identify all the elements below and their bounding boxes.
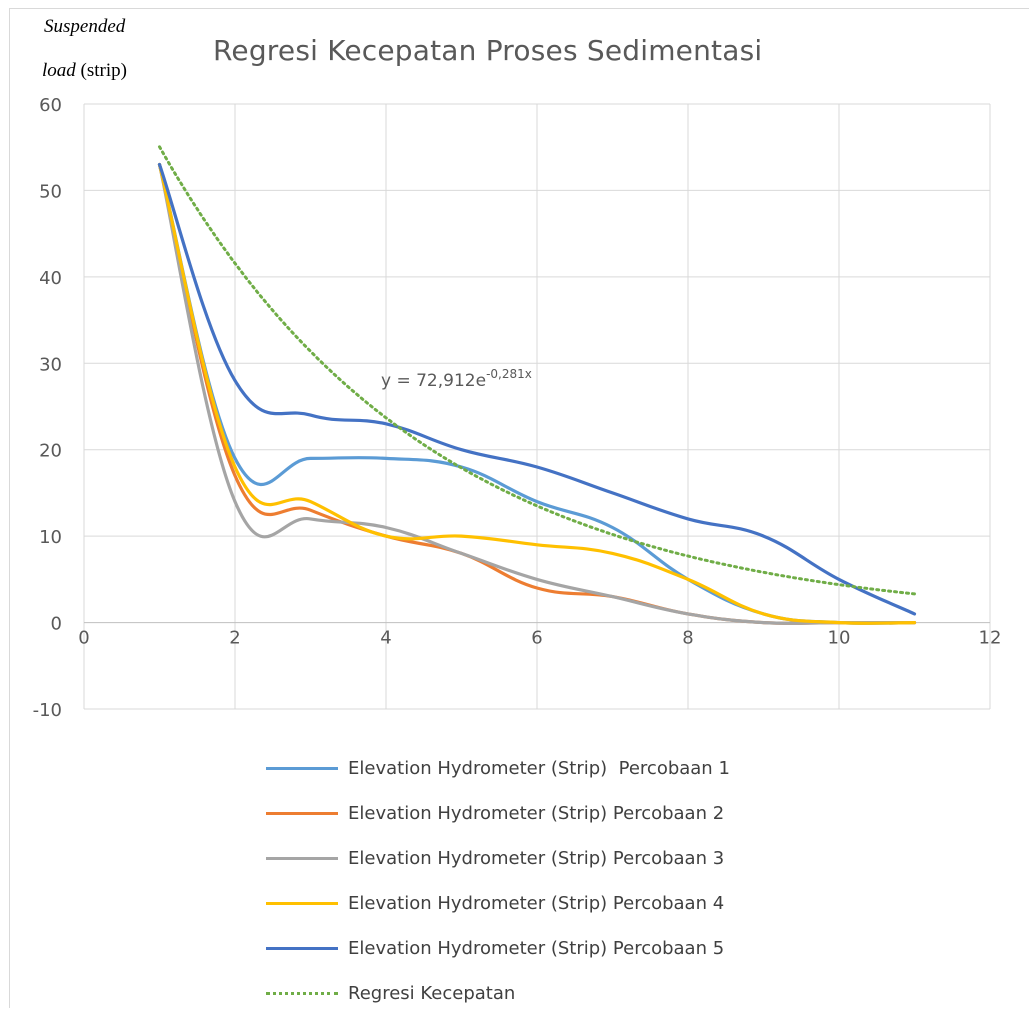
- x-tick-label: 0: [78, 628, 89, 649]
- legend-item: Regresi Kecepatan: [266, 971, 730, 1016]
- y-tick-label: 20: [39, 441, 62, 462]
- legend-swatch: [266, 902, 338, 905]
- legend-swatch: [266, 812, 338, 815]
- chart-title: Regresi Kecepatan Proses Sedimentasi: [213, 34, 763, 67]
- chart-legend: Elevation Hydrometer (Strip) Percobaan 1…: [266, 746, 730, 1016]
- trendline-equation: y = 72,912e-0,281x: [381, 367, 532, 391]
- y-tick-label: -10: [33, 700, 62, 721]
- y-tick-label: 30: [39, 354, 62, 375]
- legend-swatch: [266, 857, 338, 860]
- series-line-percobaan-3: [157, 162, 917, 625]
- legend-swatch: [266, 947, 338, 950]
- y-axis-label-rest: (strip): [75, 60, 127, 81]
- x-tick-label: 10: [828, 628, 851, 649]
- series-line-percobaan-5: [157, 162, 917, 616]
- legend-label: Elevation Hydrometer (Strip) Percobaan 5: [348, 938, 725, 959]
- legend-label: Elevation Hydrometer (Strip) Percobaan 4: [348, 893, 725, 914]
- series-line-percobaan-4: [157, 162, 917, 625]
- legend-label: Elevation Hydrometer (Strip) Percobaan 1: [348, 758, 730, 779]
- x-tick-label: 8: [682, 628, 693, 649]
- legend-item: Elevation Hydrometer (Strip) Percobaan 4: [266, 881, 730, 926]
- legend-item: Elevation Hydrometer (Strip) Percobaan 3: [266, 836, 730, 881]
- x-tick-label: 2: [229, 628, 240, 649]
- x-tick-label: 12: [979, 628, 1002, 649]
- chart-frame: [9, 8, 1029, 1008]
- trendline-equation-base: y = 72,912e: [381, 371, 486, 391]
- y-tick-label: 60: [39, 95, 62, 116]
- legend-swatch: [266, 767, 338, 770]
- legend-swatch: [266, 992, 338, 995]
- y-axis-label-line1: Suspended: [44, 16, 126, 37]
- plot-area: -10 0 10 20 30 40 50 60 0 2 4 6 8 10 12 y = 72,912e-0,2…: [33, 95, 1002, 721]
- trendline-regresi-kecepatan: [158, 145, 916, 596]
- y-axis-label-italic: load: [42, 60, 76, 81]
- x-tick-label: 6: [531, 628, 542, 649]
- legend-item: Elevation Hydrometer (Strip) Percobaan 1: [266, 746, 730, 791]
- legend-item: Elevation Hydrometer (Strip) Percobaan 5: [266, 926, 730, 971]
- y-tick-label: 50: [39, 181, 62, 202]
- trendline-equation-exponent: -0,281x: [486, 367, 532, 381]
- y-axis-label-line2: load (strip): [42, 60, 127, 82]
- legend-item: Elevation Hydrometer (Strip) Percobaan 2: [266, 791, 730, 836]
- y-tick-label: 0: [51, 614, 62, 635]
- x-tick-label: 4: [380, 628, 391, 649]
- legend-label: Elevation Hydrometer (Strip) Percobaan 2: [348, 803, 725, 824]
- legend-label: Regresi Kecepatan: [348, 983, 516, 1004]
- legend-label: Elevation Hydrometer (Strip) Percobaan 3: [348, 848, 725, 869]
- y-tick-label: 10: [39, 527, 62, 548]
- y-tick-label: 40: [39, 268, 62, 289]
